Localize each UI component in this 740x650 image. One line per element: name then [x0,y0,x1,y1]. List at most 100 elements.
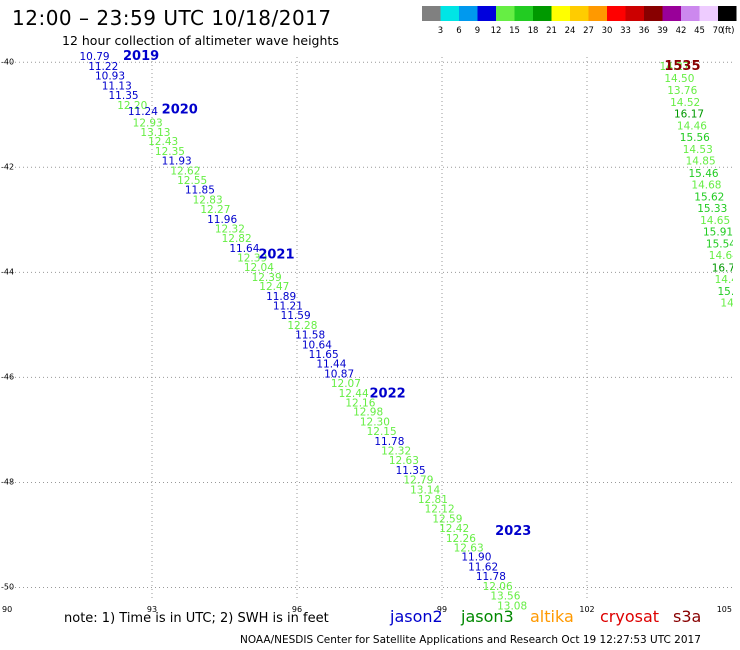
wave-height-value: 15.91 [703,227,733,239]
legend-swatch [459,6,478,21]
lon-tick-label: 96 [292,605,302,614]
wave-height-value: 12.63 [389,455,419,467]
wave-height-value: 11.93 [162,156,192,168]
wave-height-value: 12.28 [287,320,317,332]
pass-time-label: 2023 [495,524,531,539]
units-note: note: 1) Time is in UTC; 2) SWH is in fe… [64,611,329,626]
wave-height-value: 11.65 [309,349,339,361]
legend-label: 21 [546,26,557,36]
wave-height-value: 14.65 [700,215,730,227]
wave-height-value: 14.53 [683,144,713,156]
wave-height-value: 10.79 [80,51,110,63]
wave-height-value: 16.76 [712,262,740,274]
legend-label: 45 [694,26,705,36]
legend-label: 3 [438,26,443,36]
wave-height-value: 12.07 [331,378,361,390]
wave-height-value: 10.93 [95,71,125,83]
legend-label: 30 [602,26,613,36]
legend-swatch [440,6,459,21]
legend-swatch [551,6,570,21]
legend-swatch [644,6,663,21]
legend-label: 9 [475,26,480,36]
legend-swatch [570,6,589,21]
lon-tick-label: 105 [717,605,732,614]
wave-height-value: 11.90 [461,552,491,564]
satellite-jason3-label: jason3 [461,607,514,626]
page-title: 12:00 – 23:59 UTC 10/18/2017 [12,6,332,30]
wave-height-value: 11.59 [281,310,311,322]
wave-height-value: 12.39 [237,252,267,264]
wave-height-value: 11.62 [468,562,498,574]
legend-label: 6 [456,26,461,36]
wave-height-value: 11.22 [88,61,118,73]
pass-time-label: 2019 [123,49,159,64]
legend-label: 18 [528,26,539,36]
wave-height-value: 14.46 [677,120,707,132]
wave-height-value: 15.54 [706,239,736,251]
wave-height-value: 12.27 [200,204,230,216]
legend-unit: (ft) [722,26,735,36]
wave-height-value: 14.50 [664,73,694,85]
satellite-s3a-label: s3a [673,607,702,626]
wave-height-value: 11.89 [266,291,296,303]
wave-height-value: 12.32 [215,223,245,235]
wave-height-value: 13.13 [140,127,170,139]
satellite-cryosat-label: cryosat [600,607,660,626]
wave-height-value: 12.82 [222,233,252,245]
wave-height-value: 11.78 [476,571,506,583]
legend-swatch [681,6,700,21]
legend-swatch [718,6,737,21]
wave-height-value: 13.76 [667,85,697,97]
wave-height-value: 12.26 [446,533,476,545]
legend-label: 33 [620,26,631,36]
wave-height-value: 12.42 [439,523,469,535]
wave-height-value: 10.87 [324,368,354,380]
map-clip-mask [733,55,740,600]
wave-height-value: 12.04 [244,262,274,274]
wave-height-value: 13.56 [490,591,520,603]
pass-time-label: 1535 [664,59,700,74]
color-legend: 3 6 9 12 15 18 21 24 27 30 33 36 39 42 45 70(ft) [422,6,737,36]
wave-height-value: 12.35 [155,146,185,158]
wave-height-value: 12.20 [117,100,147,112]
legend-label: 70 [713,26,724,36]
lon-tick-label: 93 [147,605,157,614]
lat-tick-label: -48 [1,477,14,486]
lat-tick-label: -46 [1,372,14,381]
legend-label: 27 [583,26,594,36]
wave-height-value: 11.13 [102,81,132,93]
wave-height-value: 15.56 [680,132,710,144]
legend-label: 42 [676,26,687,36]
pass-time-label: 2020 [162,103,198,118]
wave-height-value: 11.96 [207,214,237,226]
wave-height-value: 11.35 [109,90,139,102]
legend-swatch [607,6,626,21]
lat-tick-label: -44 [1,267,14,276]
wave-height-value: 13.14 [410,484,440,496]
footer-credit: NOAA/NESDIS Center for Satellite Applica… [240,634,701,646]
legend-swatch [662,6,681,21]
wave-height-value: 12.06 [483,581,513,593]
lat-tick-label: -40 [1,57,14,66]
legend-label: 36 [639,26,650,36]
wave-height-value: 13.08 [497,601,527,613]
wave-height-value: 14.68 [691,179,721,191]
wave-height-value: 12.30 [360,417,390,429]
wave-height-value: 11.24 [128,106,158,118]
legend-label: 24 [565,26,576,36]
legend-label: 12 [491,26,502,36]
pass-time-label: 2022 [370,386,406,401]
wave-height-value: 12.15 [367,426,397,438]
wave-height-value: 11.58 [295,330,325,342]
wave-height-value: 14.64 [709,250,739,262]
legend-swatch [422,6,441,21]
wave-height-value: 12.93 [133,117,163,129]
wave-height-value: 12.59 [432,513,462,525]
wave-height-value: 12.32 [381,446,411,458]
wave-height-value: 15.33 [697,203,727,215]
wave-height-value: 12.55 [177,175,207,187]
wave-height-value: 12.12 [425,503,455,515]
satellite-altika-label: altika [530,607,574,626]
lon-tick-label: 102 [579,605,594,614]
